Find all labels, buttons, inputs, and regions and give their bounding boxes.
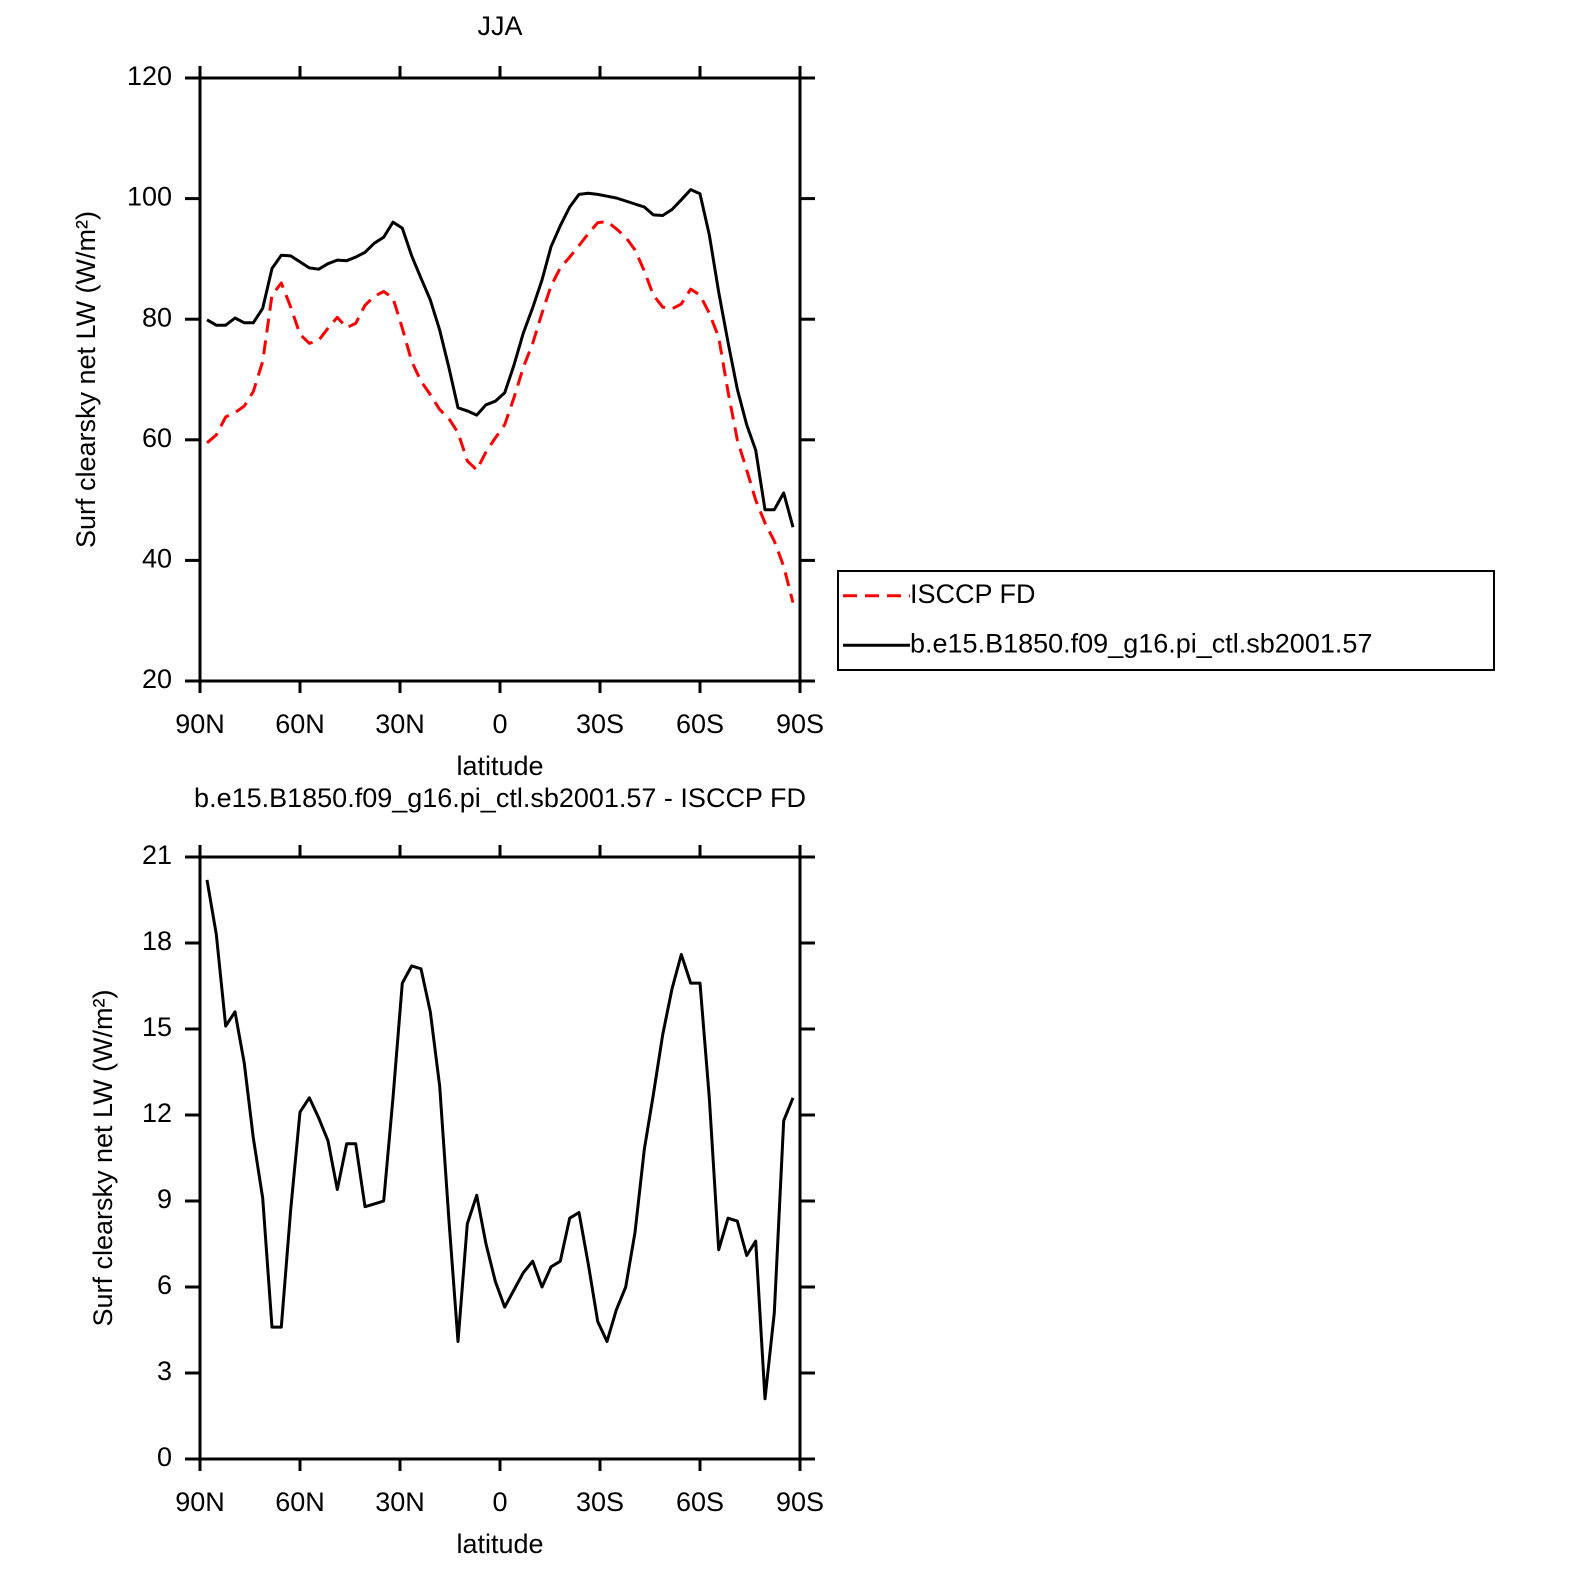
x-tick-label: 30N: [375, 1487, 425, 1517]
y-tick-label: 0: [157, 1442, 172, 1472]
legend-box: [837, 570, 1495, 671]
x-tick-label: 60S: [676, 709, 724, 739]
x-tick-label: 60N: [275, 709, 325, 739]
y-tick-label: 40: [142, 544, 172, 574]
y-tick-label: 100: [127, 182, 172, 212]
data-line: [206, 220, 795, 603]
plot-frame: [198, 855, 802, 1461]
chart-title: JJA: [477, 11, 522, 41]
x-axis-label: latitude: [456, 1529, 543, 1559]
y-axis-label: Surf clearsky net LW (W/m²): [71, 211, 101, 548]
y-tick-label: 120: [127, 61, 172, 91]
x-axis-label: latitude: [456, 751, 543, 781]
y-tick-label: 15: [142, 1012, 172, 1042]
x-tick-label: 90N: [175, 1487, 225, 1517]
x-tick-label: 60S: [676, 1487, 724, 1517]
plot-frame: [198, 76, 802, 683]
legend-label: ISCCP FD: [910, 579, 1036, 609]
legend-label: b.e15.B1850.f09_g16.pi_ctl.sb2001.57: [910, 628, 1372, 658]
data-line: [206, 188, 795, 528]
y-tick-label: 20: [142, 664, 172, 694]
x-tick-label: 30S: [576, 1487, 624, 1517]
y-tick-label: 9: [157, 1184, 172, 1214]
x-tick-label: 30N: [375, 709, 425, 739]
x-tick-label: 30S: [576, 709, 624, 739]
chart-title: b.e15.B1850.f09_g16.pi_ctl.sb2001.57 - I…: [194, 783, 806, 813]
y-tick-label: 12: [142, 1098, 172, 1128]
y-tick-label: 60: [142, 423, 172, 453]
x-tick-label: 90S: [776, 709, 824, 739]
y-tick-label: 3: [157, 1356, 172, 1386]
x-tick-label: 0: [492, 709, 507, 739]
data-line: [205, 879, 795, 1401]
y-tick-label: 18: [142, 926, 172, 956]
x-tick-label: 60N: [275, 1487, 325, 1517]
y-tick-label: 21: [142, 840, 172, 870]
x-tick-label: 90S: [776, 1487, 824, 1517]
y-axis-label: Surf clearsky net LW (W/m²): [88, 989, 118, 1326]
x-tick-label: 0: [492, 1487, 507, 1517]
y-tick-label: 6: [157, 1270, 172, 1300]
y-tick-label: 80: [142, 302, 172, 332]
x-tick-label: 90N: [175, 709, 225, 739]
